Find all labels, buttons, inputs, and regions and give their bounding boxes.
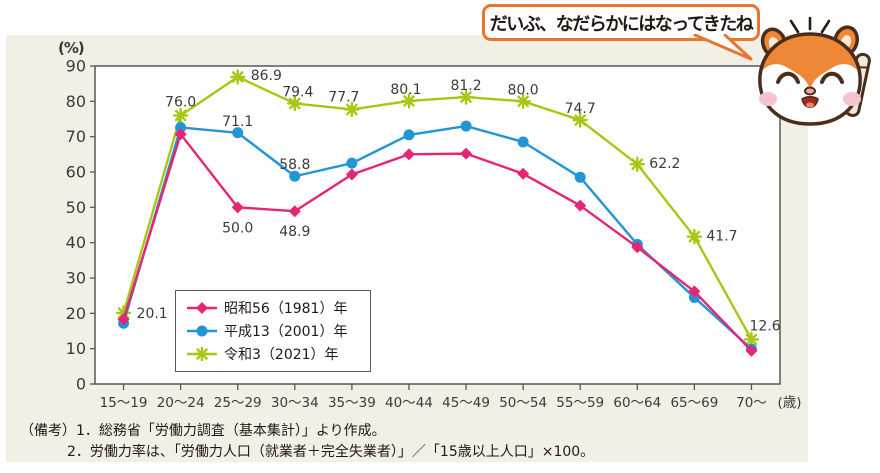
- mouth: [801, 96, 819, 108]
- svg-text:70〜: 70〜: [736, 395, 767, 411]
- svg-text:60〜64: 60〜64: [613, 395, 661, 411]
- svg-text:77.7: 77.7: [328, 89, 359, 105]
- svg-text:76.0: 76.0: [165, 94, 196, 110]
- svg-text:40: 40: [66, 233, 86, 252]
- svg-text:80.1: 80.1: [390, 82, 421, 98]
- speech-bubble: だいぶ、なだらかにはなってきたね: [482, 4, 760, 41]
- line-chart: 0 10 20 30 40 50 60 70 80 90 15〜19 20〜24 25〜29 30〜34 3…: [66, 57, 802, 412]
- legend-item-1981: 昭和56（1981）年: [185, 298, 362, 318]
- svg-text:74.7: 74.7: [565, 101, 596, 117]
- svg-text:62.2: 62.2: [649, 156, 680, 172]
- svg-text:86.9: 86.9: [251, 68, 282, 84]
- svg-text:90: 90: [66, 57, 86, 76]
- notes: （備考）1．総務省「労働力調査（基本集計）」より作成。 2．労働力率は、「労働力…: [20, 421, 594, 463]
- svg-text:50〜54: 50〜54: [499, 395, 547, 411]
- right-cheek-blush: [843, 92, 861, 106]
- svg-text:(歳): (歳): [777, 395, 801, 411]
- svg-text:58.8: 58.8: [279, 157, 310, 173]
- svg-text:60: 60: [66, 163, 86, 182]
- svg-text:25〜29: 25〜29: [214, 395, 262, 411]
- svg-text:81.2: 81.2: [450, 78, 481, 94]
- svg-text:20: 20: [66, 304, 86, 323]
- star-marker-icon: [187, 347, 217, 361]
- svg-text:35〜39: 35〜39: [328, 395, 376, 411]
- svg-text:20.1: 20.1: [137, 306, 168, 322]
- note-item: 2．労働力率は、「労働力人口（就業者＋完全失業者）」／「15歳以上人口」×100…: [67, 444, 595, 460]
- svg-text:55〜59: 55〜59: [556, 395, 604, 411]
- circle-marker-icon: [187, 325, 217, 337]
- legend-item-2001: 平成13（2001）年: [185, 321, 362, 341]
- notes-prefix: （備考）: [20, 423, 76, 439]
- rays-icon: [789, 16, 831, 34]
- svg-text:65〜69: 65〜69: [670, 395, 718, 411]
- svg-text:45〜49: 45〜49: [442, 395, 490, 411]
- svg-text:40〜44: 40〜44: [385, 395, 433, 411]
- squirrel-mascot-icon: [758, 16, 871, 126]
- svg-text:0: 0: [76, 375, 86, 394]
- svg-text:12.6: 12.6: [749, 318, 780, 334]
- svg-text:30〜34: 30〜34: [271, 395, 319, 411]
- chart-panel: 0 10 20 30 40 50 60 70 80 90 15〜19 20〜24 25〜29 30〜34 3…: [6, 35, 808, 462]
- svg-text:79.4: 79.4: [282, 84, 313, 100]
- note-line: 2．労働力率は、「労働力人口（就業者＋完全失業者）」／「15歳以上人口」×100…: [20, 442, 594, 463]
- legend-label: 平成13（2001）年: [224, 324, 348, 340]
- nose: [804, 86, 816, 96]
- closed-eyes-icon: [776, 71, 844, 84]
- svg-text:71.1: 71.1: [222, 114, 253, 130]
- note-item: 1．総務省「労働力調査（基本集計）」より作成。: [76, 423, 386, 439]
- svg-text:41.7: 41.7: [706, 229, 737, 245]
- svg-text:50.0: 50.0: [222, 220, 253, 236]
- head-outline: [758, 32, 862, 126]
- svg-text:48.9: 48.9: [279, 224, 310, 240]
- y-axis-unit-label: (%): [58, 39, 85, 57]
- speech-bubble-tail: [693, 34, 753, 61]
- note-line: （備考）1．総務省「労働力調査（基本集計）」より作成。: [20, 421, 594, 442]
- svg-text:20〜24: 20〜24: [157, 395, 205, 411]
- svg-text:15〜19: 15〜19: [100, 395, 148, 411]
- svg-text:70: 70: [66, 127, 86, 146]
- svg-text:50: 50: [66, 198, 86, 217]
- diamond-marker-icon: [187, 302, 217, 314]
- legend-label: 昭和56（1981）年: [224, 301, 348, 317]
- left-cheek-blush: [759, 92, 777, 106]
- svg-text:80: 80: [66, 92, 86, 111]
- svg-text:10: 10: [66, 339, 86, 358]
- legend-item-2021: 令和3（2021）年: [185, 344, 362, 364]
- speech-bubble-text: だいぶ、なだらかにはなってきたね: [489, 13, 754, 35]
- tongue: [806, 102, 814, 108]
- chart-legend: 昭和56（1981）年 平成13（2001）年 令和3（2021）年: [175, 290, 371, 372]
- svg-text:30: 30: [66, 269, 86, 288]
- legend-label: 令和3（2021）年: [224, 347, 339, 363]
- svg-text:80.0: 80.0: [508, 82, 539, 98]
